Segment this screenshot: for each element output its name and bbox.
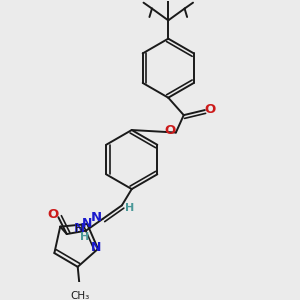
Text: O: O [47, 208, 58, 221]
Text: O: O [164, 124, 175, 137]
Text: O: O [204, 103, 215, 116]
Text: H: H [125, 202, 134, 213]
Text: N: N [91, 241, 101, 254]
Text: H: H [80, 232, 89, 242]
Text: N: N [81, 217, 92, 230]
Text: N: N [91, 211, 102, 224]
Text: N: N [74, 223, 85, 236]
Text: CH₃: CH₃ [70, 291, 90, 300]
Text: H: H [75, 224, 83, 233]
